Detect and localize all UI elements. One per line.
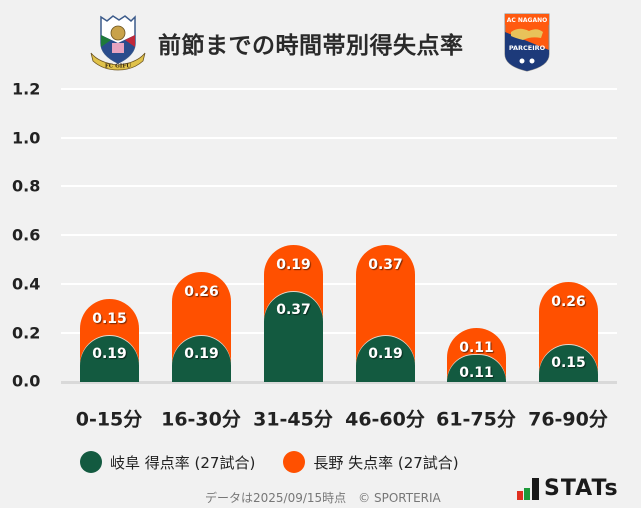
legend-dot-icon: [283, 451, 306, 473]
bar-away-value-label: 0.26: [551, 293, 586, 310]
bar-home-segment: [172, 335, 231, 382]
svg-text:AC NAGANO: AC NAGANO: [507, 17, 548, 24]
bar-home-value-label: 0.19: [184, 345, 219, 362]
bar-home-value-label: 0.19: [368, 345, 403, 362]
svg-text:FC GIFU: FC GIFU: [105, 64, 131, 70]
bar-chart-icon: [517, 478, 539, 500]
footer-note: データは2025/09/15時点 © SPORTERIA: [205, 491, 441, 505]
x-tick-label: 0-15分: [75, 408, 143, 431]
x-tick-label: 61-75分: [436, 408, 516, 431]
legend-dot-icon: [80, 451, 102, 473]
chart-title: 前節までの時間帯別得失点率: [158, 33, 464, 59]
x-tick-label: 46-60分: [345, 408, 425, 431]
legend-item-home: 岐阜 得点率 (27試合): [80, 451, 255, 473]
bar-home-value-label: 0.15: [551, 355, 586, 372]
stacked-bar-chart: 1.2 1.0 0.8 0.6 0.4 0.2 0.0 0.15 0.19 0.26…: [12, 79, 617, 431]
ac-nagano-parceiro-crest-icon: AC NAGANO PARCEIRO: [504, 13, 550, 72]
x-tick-label: 31-45分: [253, 408, 333, 431]
y-tick-label: 1.0: [12, 128, 41, 148]
bar-away-value-label: 0.15: [92, 310, 127, 327]
legend-label: 長野 失点率 (27試合): [313, 453, 459, 472]
y-tick-label: 0.6: [12, 225, 41, 245]
bar-away-value-label: 0.26: [184, 284, 219, 301]
bar-away-value-label: 0.19: [276, 257, 311, 274]
brand-text: STATs: [544, 476, 619, 501]
bar-away-value-label: 0.37: [368, 257, 403, 274]
svg-text:PARCEIRO: PARCEIRO: [509, 44, 546, 52]
y-tick-label: 0.4: [12, 274, 41, 294]
bar-home-value-label: 0.37: [276, 301, 311, 318]
legend-item-away: 長野 失点率 (27試合): [283, 451, 459, 473]
x-tick-label: 76-90分: [528, 408, 608, 431]
bar-away-value-label: 0.11: [459, 340, 494, 357]
y-tick-label: 1.2: [12, 79, 41, 99]
x-tick-label: 16-30分: [161, 408, 241, 431]
gridline: [61, 283, 617, 285]
y-tick-label: 0.0: [12, 371, 41, 391]
gridline: [61, 332, 617, 334]
y-tick-label: 0.8: [12, 176, 41, 196]
bar-home-segment: [80, 335, 139, 382]
stats-brand-logo: STATs: [517, 478, 619, 500]
bar-home-segment: [264, 291, 323, 382]
bar-home-value-label: 0.19: [92, 345, 127, 362]
bar-home-value-label: 0.11: [459, 365, 494, 381]
gridline: [61, 185, 617, 187]
legend-label: 岐阜 得点率 (27試合): [110, 453, 256, 472]
x-axis-baseline: [61, 381, 617, 384]
y-tick-label: 0.2: [12, 323, 41, 343]
bar-home-segment: [356, 335, 415, 382]
gridline: [61, 88, 617, 90]
chart-header: FC GIFU 前節までの時間帯別得失点率 AC NAGANO PARCEIRO: [0, 0, 641, 80]
gridline: [61, 137, 617, 139]
chart-legend: 岐阜 得点率 (27試合) 長野 失点率 (27試合): [80, 449, 487, 475]
fc-gifu-crest-icon: FC GIFU: [90, 15, 146, 71]
gridline: [61, 234, 617, 236]
